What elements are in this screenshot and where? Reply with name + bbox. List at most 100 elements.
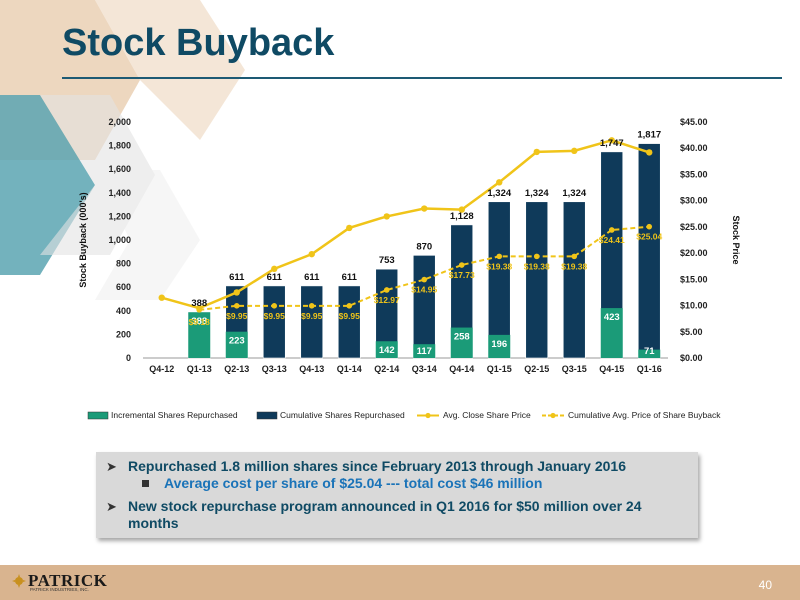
cumulative-bar <box>262 285 286 359</box>
y-tick-label: 1,600 <box>108 164 131 174</box>
avg-buyback-price-label: $9.95 <box>226 311 248 321</box>
square-bullet-icon <box>142 480 149 487</box>
x-tick-label: Q2-14 <box>374 364 399 374</box>
legend-swatch <box>256 411 278 420</box>
x-tick-label: Q4-12 <box>149 364 174 374</box>
avg-buyback-price-label: $9.95 <box>301 311 323 321</box>
y-tick-label: 800 <box>116 259 131 269</box>
x-tick-label: Q3-13 <box>262 364 287 374</box>
page-title: Stock Buyback <box>62 22 335 64</box>
avg-close-price-point <box>421 205 428 212</box>
y-axis-title: Stock Buyback (000's) <box>78 192 88 287</box>
x-tick-label: Q3-15 <box>562 364 587 374</box>
sub-bullet-average-cost-text: Average cost per share of $25.04 --- tot… <box>164 475 543 491</box>
avg-buyback-price-point <box>196 307 203 313</box>
incremental-bar <box>375 341 398 358</box>
avg-buyback-price-label: $9.95 <box>264 311 286 321</box>
avg-buyback-price-label: $14.95 <box>411 285 437 295</box>
incremental-bar <box>225 331 248 358</box>
avg-close-price-point <box>496 179 503 186</box>
summary-box: ➤ Repurchased 1.8 million shares since F… <box>96 452 698 538</box>
y2-tick-label: $25.00 <box>680 222 708 232</box>
avg-buyback-price-point <box>646 223 653 230</box>
avg-close-price-point <box>608 137 615 144</box>
x-tick-label: Q1-15 <box>487 364 512 374</box>
avg-close-price-point <box>158 294 165 301</box>
avg-buyback-price-point <box>496 253 503 260</box>
y2-tick-label: $10.00 <box>680 301 708 311</box>
incremental-bar-label: 423 <box>604 312 620 323</box>
cumulative-bar-label: 388 <box>191 298 207 309</box>
avg-buyback-price-point <box>346 303 353 309</box>
y2-tick-label: $30.00 <box>680 196 708 206</box>
avg-buyback-price-point <box>233 303 240 309</box>
cumulative-bar-label: 1,324 <box>562 188 586 199</box>
y-tick-label: 2,000 <box>108 117 131 127</box>
legend-label: Avg. Close Share Price <box>443 410 531 420</box>
avg-close-price-point <box>271 265 278 273</box>
avg-close-price-point <box>346 224 353 232</box>
y2-tick-label: $5.00 <box>680 327 703 337</box>
legend-label: Cumulative Shares Repurchased <box>280 410 405 420</box>
avg-buyback-price-point <box>608 227 615 233</box>
avg-buyback-price-label: $24.41 <box>599 235 625 245</box>
arrow-bullet-icon: ➤ <box>106 499 117 514</box>
cumulative-bar <box>412 255 436 359</box>
legend-marker <box>425 412 431 419</box>
company-logo: PATRICK <box>12 571 107 591</box>
y-tick-label: 1,000 <box>108 235 131 245</box>
y2-tick-label: $20.00 <box>680 248 708 258</box>
legend-label: Cumulative Avg. Price of Share Buyback <box>568 410 721 420</box>
incremental-bar-label: 196 <box>491 339 507 350</box>
cumulative-bar-label: 611 <box>342 272 358 283</box>
x-tick-label: Q3-14 <box>412 364 437 374</box>
avg-close-price-point <box>571 147 578 155</box>
bullet-new-program: ➤ New stock repurchase program announced… <box>106 498 688 532</box>
y2-tick-label: $0.00 <box>680 353 703 363</box>
legend-marker <box>550 412 556 419</box>
cumulative-bar-label: 870 <box>416 241 432 252</box>
incremental-bar <box>188 312 211 358</box>
stock-buyback-chart: 0 200 400 600 800 1,000 1,200 1,400 1,600 1,800 2,… <box>78 117 741 420</box>
avg-buyback-price-point <box>383 287 390 293</box>
y-tick-label: 1,200 <box>108 211 131 221</box>
avg-close-price-point <box>383 213 390 220</box>
sub-bullet-average-cost: Average cost per share of $25.04 --- tot… <box>106 475 688 492</box>
x-tick-label: Q4-13 <box>299 364 324 374</box>
avg-buyback-price-label: $9.18 <box>189 317 211 327</box>
cumulative-bar <box>637 143 661 359</box>
cumulative-bar-label: 611 <box>229 272 245 283</box>
x-tick-label: Q1-13 <box>187 364 212 374</box>
avg-close-price-point <box>308 250 315 258</box>
avg-close-price-point <box>233 289 240 296</box>
avg-close-price-line <box>161 139 650 310</box>
incremental-bar-label: 117 <box>417 346 432 357</box>
x-tick-label: Q4-14 <box>449 364 474 374</box>
logo-tagline: PATRICK INDUSTRIES, INC. <box>30 587 89 592</box>
logo-sun-icon <box>12 574 26 588</box>
cumulative-bar-label: 1,324 <box>487 188 511 199</box>
cumulative-bar-label: 1,128 <box>450 211 474 222</box>
x-tick-label: Q1-14 <box>337 364 362 374</box>
y-tick-label: 400 <box>116 306 131 316</box>
avg-buyback-price-point <box>421 276 428 283</box>
title-divider <box>62 77 782 79</box>
cumulative-bar-label: 611 <box>304 272 320 283</box>
avg-buyback-price-label: $9.95 <box>339 311 361 321</box>
cumulative-bar-label: 1,324 <box>525 188 549 199</box>
incremental-bar-label: 258 <box>454 332 470 343</box>
x-tick-label: Q1-16 <box>637 364 662 374</box>
x-tick-label: Q4-15 <box>599 364 624 374</box>
avg-buyback-price-point <box>271 303 278 309</box>
incremental-bar-label: 223 <box>229 336 245 347</box>
avg-buyback-price-point <box>571 253 578 260</box>
cumulative-bar-label: 1,817 <box>637 130 661 141</box>
incremental-bar-label: 388 <box>191 316 207 327</box>
legend-swatch <box>87 411 109 420</box>
incremental-bar <box>600 308 623 358</box>
avg-buyback-price-label: $19.38 <box>561 261 587 271</box>
y2-tick-label: $15.00 <box>680 274 708 284</box>
footer-bar: PATRICK PATRICK INDUSTRIES, INC. 40 <box>0 565 800 600</box>
cumulative-bar <box>487 201 511 359</box>
bullet-repurchased-text: Repurchased 1.8 million shares since Feb… <box>128 458 626 474</box>
